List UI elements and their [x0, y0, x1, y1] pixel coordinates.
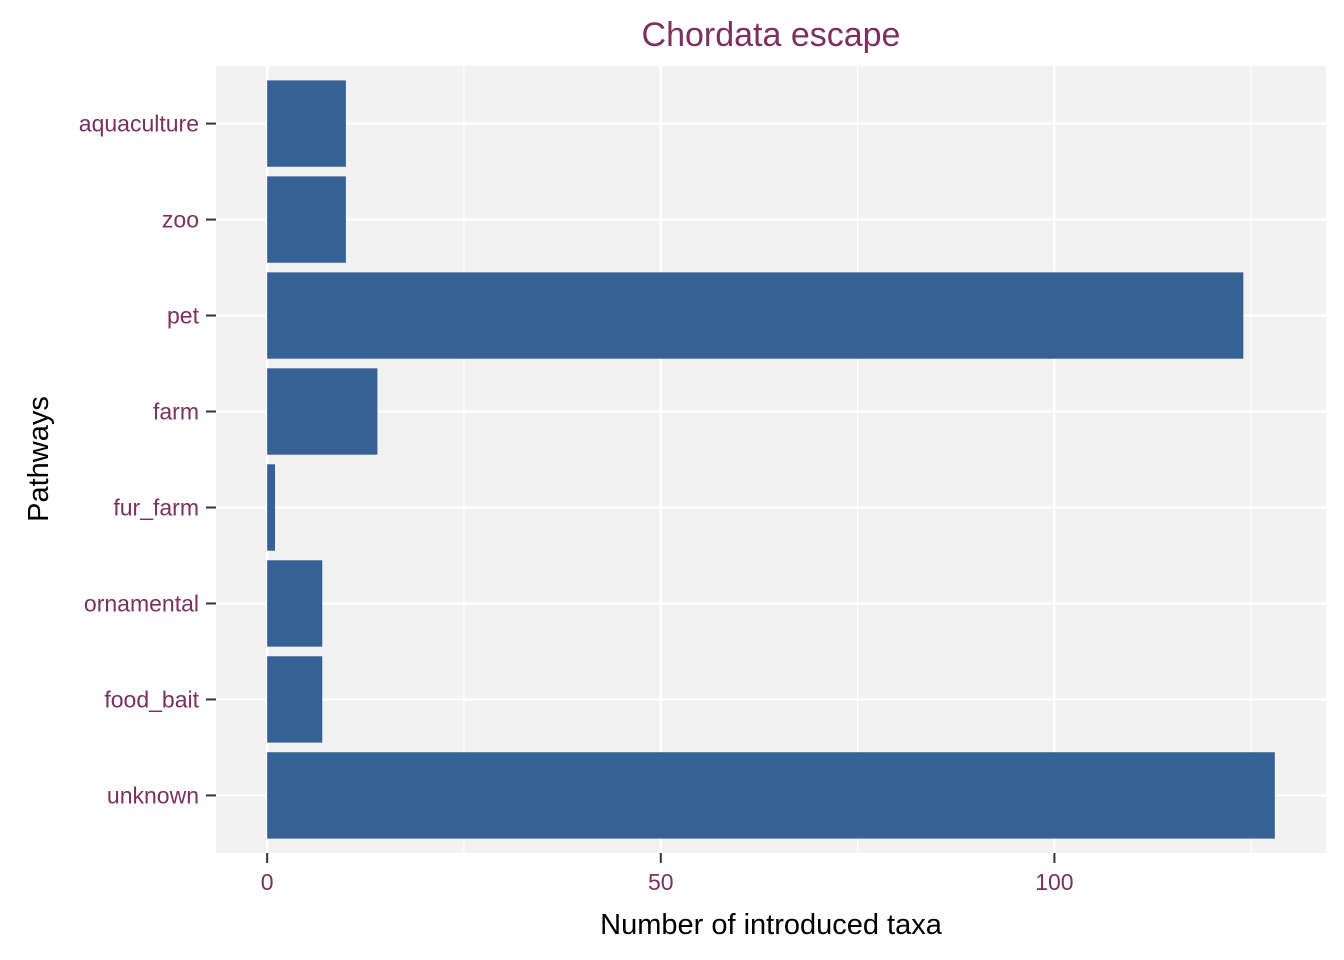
bar-unknown	[267, 752, 1275, 839]
y-axis-title: Pathways	[23, 396, 55, 522]
y-tick-label: aquaculture	[79, 111, 199, 137]
y-tick-label: ornamental	[84, 590, 199, 616]
bar-fur_farm	[267, 464, 276, 551]
bar-zoo	[267, 176, 346, 263]
y-tick-label: farm	[153, 399, 199, 425]
x-axis: 0 50 100	[261, 853, 1074, 895]
x-tick-label: 100	[1035, 869, 1073, 895]
x-axis-title: Number of introduced taxa	[600, 909, 943, 941]
y-tick-label: food_bait	[104, 686, 199, 712]
plot-panel	[216, 66, 1326, 853]
y-tick-label: pet	[167, 303, 200, 329]
y-axis: aquaculture zoo pet farm fur_farm ornamental f…	[79, 111, 216, 808]
y-tick-label: unknown	[107, 782, 199, 808]
x-tick-label: 0	[261, 869, 274, 895]
y-tick-label: zoo	[162, 207, 199, 233]
bar-ornamental	[267, 560, 323, 647]
chart-title: Chordata escape	[642, 16, 901, 54]
y-tick-label: fur_farm	[113, 494, 199, 520]
bars	[267, 80, 1275, 839]
bar-pet	[267, 272, 1244, 359]
bar-farm	[267, 368, 378, 455]
bar-aquaculture	[267, 80, 346, 167]
bar-food_bait	[267, 656, 323, 743]
x-tick-label: 50	[648, 869, 674, 895]
